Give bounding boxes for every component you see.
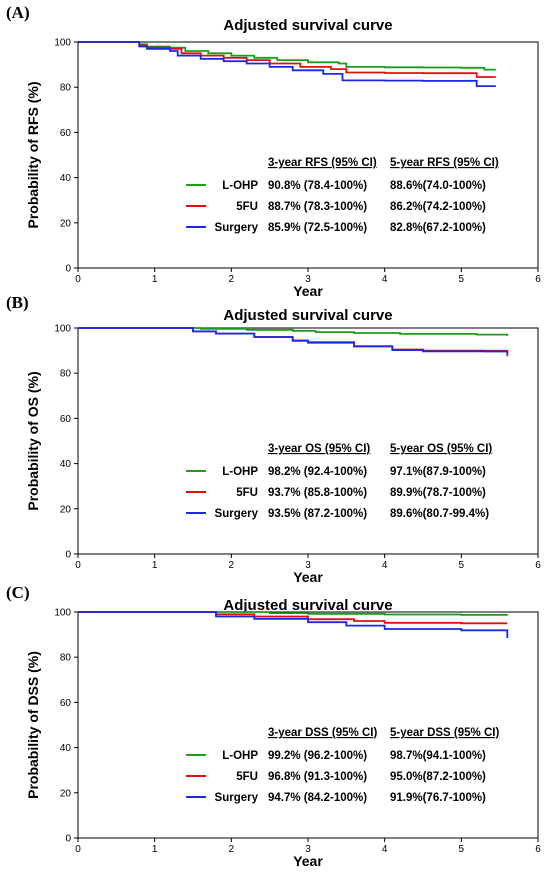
table-cell-3yr: 88.7% (78.3-100%) bbox=[268, 201, 367, 213]
y-axis-title: Probability of RFS (%) bbox=[25, 82, 41, 229]
series-line-2 bbox=[78, 327, 509, 354]
x-tick-label: 2 bbox=[229, 274, 235, 285]
legend-label: 5FU bbox=[236, 201, 258, 213]
x-tick-label: 6 bbox=[535, 844, 541, 855]
chart-title: Adjusted survival curve bbox=[223, 597, 392, 614]
y-tick-label: 100 bbox=[54, 38, 71, 49]
y-tick-label: 40 bbox=[60, 173, 72, 184]
legend-label: 5FU bbox=[236, 487, 258, 499]
x-tick-label: 3 bbox=[305, 844, 311, 855]
series-line-0 bbox=[78, 611, 509, 616]
legend-label: L-OHP bbox=[222, 466, 258, 478]
legend-label: Surgery bbox=[215, 508, 259, 520]
series-line-1 bbox=[78, 41, 496, 78]
table-cell-3yr: 93.7% (85.8-100%) bbox=[268, 487, 367, 499]
y-axis-title: Probability of OS (%) bbox=[25, 371, 41, 510]
plot-frame bbox=[77, 41, 539, 269]
y-tick-label: 0 bbox=[65, 264, 71, 275]
table-cell-3yr: 98.2% (92.4-100%) bbox=[268, 466, 367, 478]
series-line-2 bbox=[78, 41, 496, 87]
table-cell-5yr: 98.7%(94.1-100%) bbox=[390, 750, 486, 762]
y-tick-label: 40 bbox=[60, 743, 72, 754]
panel-label: (A) bbox=[6, 3, 30, 22]
table-cell-3yr: 85.9% (72.5-100%) bbox=[268, 222, 367, 234]
y-tick-label: 60 bbox=[60, 698, 72, 709]
table-cell-5yr: 89.6%(80.7-99.4%) bbox=[390, 508, 489, 520]
table-cell-5yr: 91.9%(76.7-100%) bbox=[390, 792, 486, 804]
x-tick-label: 0 bbox=[75, 274, 81, 285]
x-axis-title: Year bbox=[293, 853, 323, 869]
table-header-5yr: 5-year RFS (95% CI) bbox=[390, 157, 499, 169]
x-tick-label: 4 bbox=[382, 844, 388, 855]
y-axis-title: Probability of DSS (%) bbox=[25, 651, 41, 799]
series-line-2 bbox=[78, 611, 509, 638]
table-cell-5yr: 82.8%(67.2-100%) bbox=[390, 222, 486, 234]
legend-label: Surgery bbox=[215, 792, 259, 804]
x-tick-label: 4 bbox=[382, 274, 388, 285]
x-tick-label: 6 bbox=[535, 274, 541, 285]
x-axis-title: Year bbox=[293, 283, 323, 299]
x-tick-label: 6 bbox=[535, 560, 541, 571]
table-cell-5yr: 89.9%(78.7-100%) bbox=[390, 487, 486, 499]
y-tick-label: 20 bbox=[60, 504, 72, 515]
x-tick-label: 2 bbox=[229, 560, 235, 571]
y-tick-label: 80 bbox=[60, 653, 72, 664]
y-tick-label: 60 bbox=[60, 128, 72, 139]
table-cell-5yr: 95.0%(87.2-100%) bbox=[390, 771, 486, 783]
y-tick-label: 0 bbox=[65, 550, 71, 561]
x-tick-label: 5 bbox=[459, 274, 465, 285]
legend-label: L-OHP bbox=[222, 180, 258, 192]
table-cell-3yr: 90.8% (78.4-100%) bbox=[268, 180, 367, 192]
legend-label: 5FU bbox=[236, 771, 258, 783]
y-tick-label: 40 bbox=[60, 459, 72, 470]
series-line-0 bbox=[78, 41, 496, 71]
y-tick-label: 20 bbox=[60, 218, 72, 229]
legend-label: L-OHP bbox=[222, 750, 258, 762]
x-axis-title: Year bbox=[293, 569, 323, 585]
x-tick-label: 3 bbox=[305, 274, 311, 285]
table-cell-3yr: 93.5% (87.2-100%) bbox=[268, 508, 367, 520]
table-header-3yr: 3-year RFS (95% CI) bbox=[268, 157, 377, 169]
legend-label: Surgery bbox=[215, 222, 259, 234]
y-tick-label: 80 bbox=[60, 83, 72, 94]
x-tick-label: 0 bbox=[75, 844, 81, 855]
series-line-0 bbox=[78, 327, 509, 336]
y-tick-label: 100 bbox=[54, 608, 71, 619]
x-tick-label: 0 bbox=[75, 560, 81, 571]
chart-title: Adjusted survival curve bbox=[223, 17, 392, 34]
plot-frame bbox=[77, 327, 539, 555]
x-tick-label: 1 bbox=[152, 560, 158, 571]
table-cell-5yr: 88.6%(74.0-100%) bbox=[390, 180, 486, 192]
table-cell-3yr: 99.2% (96.2-100%) bbox=[268, 750, 367, 762]
panel-label: (C) bbox=[6, 583, 30, 602]
y-tick-label: 100 bbox=[54, 324, 71, 335]
x-tick-label: 5 bbox=[459, 560, 465, 571]
x-tick-label: 5 bbox=[459, 844, 465, 855]
y-tick-label: 80 bbox=[60, 369, 72, 380]
table-header-3yr: 3-year DSS (95% CI) bbox=[268, 727, 377, 739]
chart-title: Adjusted survival curve bbox=[223, 307, 392, 324]
table-cell-5yr: 97.1%(87.9-100%) bbox=[390, 466, 486, 478]
y-tick-label: 60 bbox=[60, 414, 72, 425]
x-tick-label: 1 bbox=[152, 274, 158, 285]
y-tick-label: 20 bbox=[60, 788, 72, 799]
y-tick-label: 0 bbox=[65, 834, 71, 845]
table-header-3yr: 3-year OS (95% CI) bbox=[268, 443, 370, 455]
table-header-5yr: 5-year OS (95% CI) bbox=[390, 443, 492, 455]
x-tick-label: 2 bbox=[229, 844, 235, 855]
panel-label: (B) bbox=[6, 293, 29, 312]
table-header-5yr: 5-year DSS (95% CI) bbox=[390, 727, 499, 739]
plot-frame bbox=[77, 611, 539, 839]
x-tick-label: 3 bbox=[305, 560, 311, 571]
table-cell-5yr: 86.2%(74.2-100%) bbox=[390, 201, 486, 213]
table-cell-3yr: 96.8% (91.3-100%) bbox=[268, 771, 367, 783]
x-tick-label: 4 bbox=[382, 560, 388, 571]
x-tick-label: 1 bbox=[152, 844, 158, 855]
table-cell-3yr: 94.7% (84.2-100%) bbox=[268, 792, 367, 804]
